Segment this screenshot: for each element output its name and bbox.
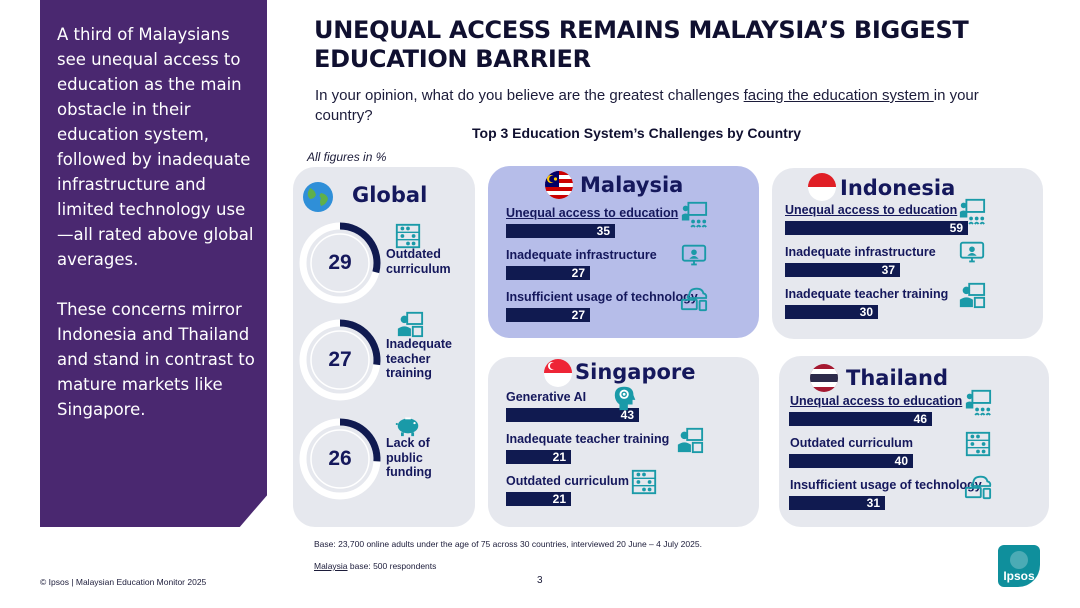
- value-bar: 43: [506, 408, 639, 422]
- value-bar: 27: [506, 266, 590, 280]
- cloud-devices-icon: [964, 472, 992, 500]
- gauge-inner-ring: [310, 330, 370, 390]
- presentation-icon: [958, 197, 986, 225]
- challenge-label: Unequal access to education: [785, 203, 958, 217]
- teacher-icon: [676, 426, 704, 454]
- gauge-inner-ring: [310, 233, 370, 293]
- gauge-value: 29: [328, 251, 352, 274]
- page-number: 3: [537, 575, 543, 586]
- challenge-label: Inadequate teacher training: [506, 432, 670, 446]
- malaysia-word: Malaysia: [314, 561, 348, 571]
- global-gauge: [298, 318, 382, 402]
- survey-question: In your opinion, what do you believe are…: [315, 86, 1015, 126]
- side-paragraph-2: These concerns mirror Indonesia and Thai…: [57, 300, 255, 419]
- challenge-label: Outdated curriculum: [790, 436, 913, 450]
- question-underlined: facing the education system: [743, 87, 934, 104]
- challenge-label: Unequal access to education: [790, 394, 963, 408]
- global-gauge: [298, 417, 382, 501]
- chart-title: Top 3 Education System’s Challenges by C…: [472, 125, 802, 141]
- abacus-icon: [964, 430, 992, 458]
- side-panel: A third of Malaysians see unequal access…: [40, 0, 267, 527]
- figures-note: All figures in %: [307, 150, 387, 164]
- value-bar: 46: [789, 412, 932, 426]
- gauge-label: Outdated curriculum: [386, 247, 451, 276]
- question-prefix: In your opinion, what do you believe are…: [315, 87, 744, 104]
- global-title: Global: [352, 183, 428, 207]
- ipsos-logo: Ipsos: [998, 545, 1040, 587]
- country-title: Thailand: [846, 366, 948, 390]
- country-title: Malaysia: [580, 173, 684, 197]
- challenge-label: Inadequate teacher training: [785, 287, 949, 301]
- country-title: Indonesia: [840, 176, 956, 200]
- value-bar: 21: [506, 492, 571, 506]
- value-bar: 21: [506, 450, 571, 464]
- value-bar: 31: [789, 496, 885, 510]
- side-panel-text: A third of Malaysians see unequal access…: [57, 22, 257, 422]
- gauge-arc: [339, 319, 381, 366]
- base-note: Base: 23,700 online adults under the age…: [314, 539, 702, 549]
- global-gauge: [298, 221, 382, 305]
- gauge-label: Lack of public funding: [386, 436, 432, 479]
- cloud-devices-icon: [680, 284, 708, 312]
- abacus-icon: [394, 222, 422, 250]
- monitor-icon: [680, 242, 708, 270]
- piggy-bank-icon: [394, 410, 422, 438]
- challenge-label: Insufficient usage of technology: [790, 478, 982, 492]
- value-bar: 59: [785, 221, 968, 235]
- value-bar: 27: [506, 308, 590, 322]
- gauge-arc: [339, 222, 381, 274]
- side-paragraph-1: A third of Malaysians see unequal access…: [57, 25, 254, 269]
- question-suffix: in your country?: [315, 87, 979, 124]
- thailand-flag-icon: [810, 364, 838, 392]
- challenge-label: Inadequate infrastructure: [506, 248, 657, 262]
- ai-head-icon: [612, 384, 640, 412]
- singapore-flag-icon: [544, 359, 572, 387]
- challenge-label: Insufficient usage of technology: [506, 290, 698, 304]
- gauge-label: Inadequate teacher training: [386, 337, 452, 380]
- challenge-label: Unequal access to education: [506, 206, 679, 220]
- copyright: © Ipsos | Malaysian Education Monitor 20…: [40, 577, 207, 587]
- malaysia-base-rest: base: 500 respondents: [347, 561, 437, 571]
- value-bar: 37: [785, 263, 900, 277]
- monitor-icon: [958, 239, 986, 267]
- country-title: Singapore: [575, 360, 696, 384]
- gauge-inner-ring: [310, 429, 370, 489]
- value-bar: 40: [789, 454, 913, 468]
- challenge-label: Generative AI: [506, 390, 587, 404]
- presentation-icon: [680, 200, 708, 228]
- teacher-icon: [958, 281, 986, 309]
- teacher-icon: [396, 310, 424, 338]
- indonesia-flag-icon: [808, 173, 836, 201]
- challenge-label: Outdated curriculum: [506, 474, 629, 488]
- logo-text: Ipsos: [1003, 569, 1035, 583]
- presentation-icon: [964, 388, 992, 416]
- gauge-value: 27: [328, 348, 352, 371]
- value-bar: 35: [506, 224, 615, 238]
- value-bar: 30: [785, 305, 878, 319]
- gauge-arc: [339, 418, 381, 462]
- malaysia-base-note: Malaysia base: 500 respondents: [314, 561, 436, 571]
- page-title: UNEQUAL ACCESS REMAINS MALAYSIA’S BIGGES…: [314, 16, 969, 73]
- abacus-icon: [630, 468, 658, 496]
- challenge-label: Inadequate infrastructure: [785, 245, 936, 259]
- gauge-value: 26: [328, 447, 352, 470]
- globe-icon: [302, 181, 334, 213]
- malaysia-flag-icon: [545, 171, 573, 199]
